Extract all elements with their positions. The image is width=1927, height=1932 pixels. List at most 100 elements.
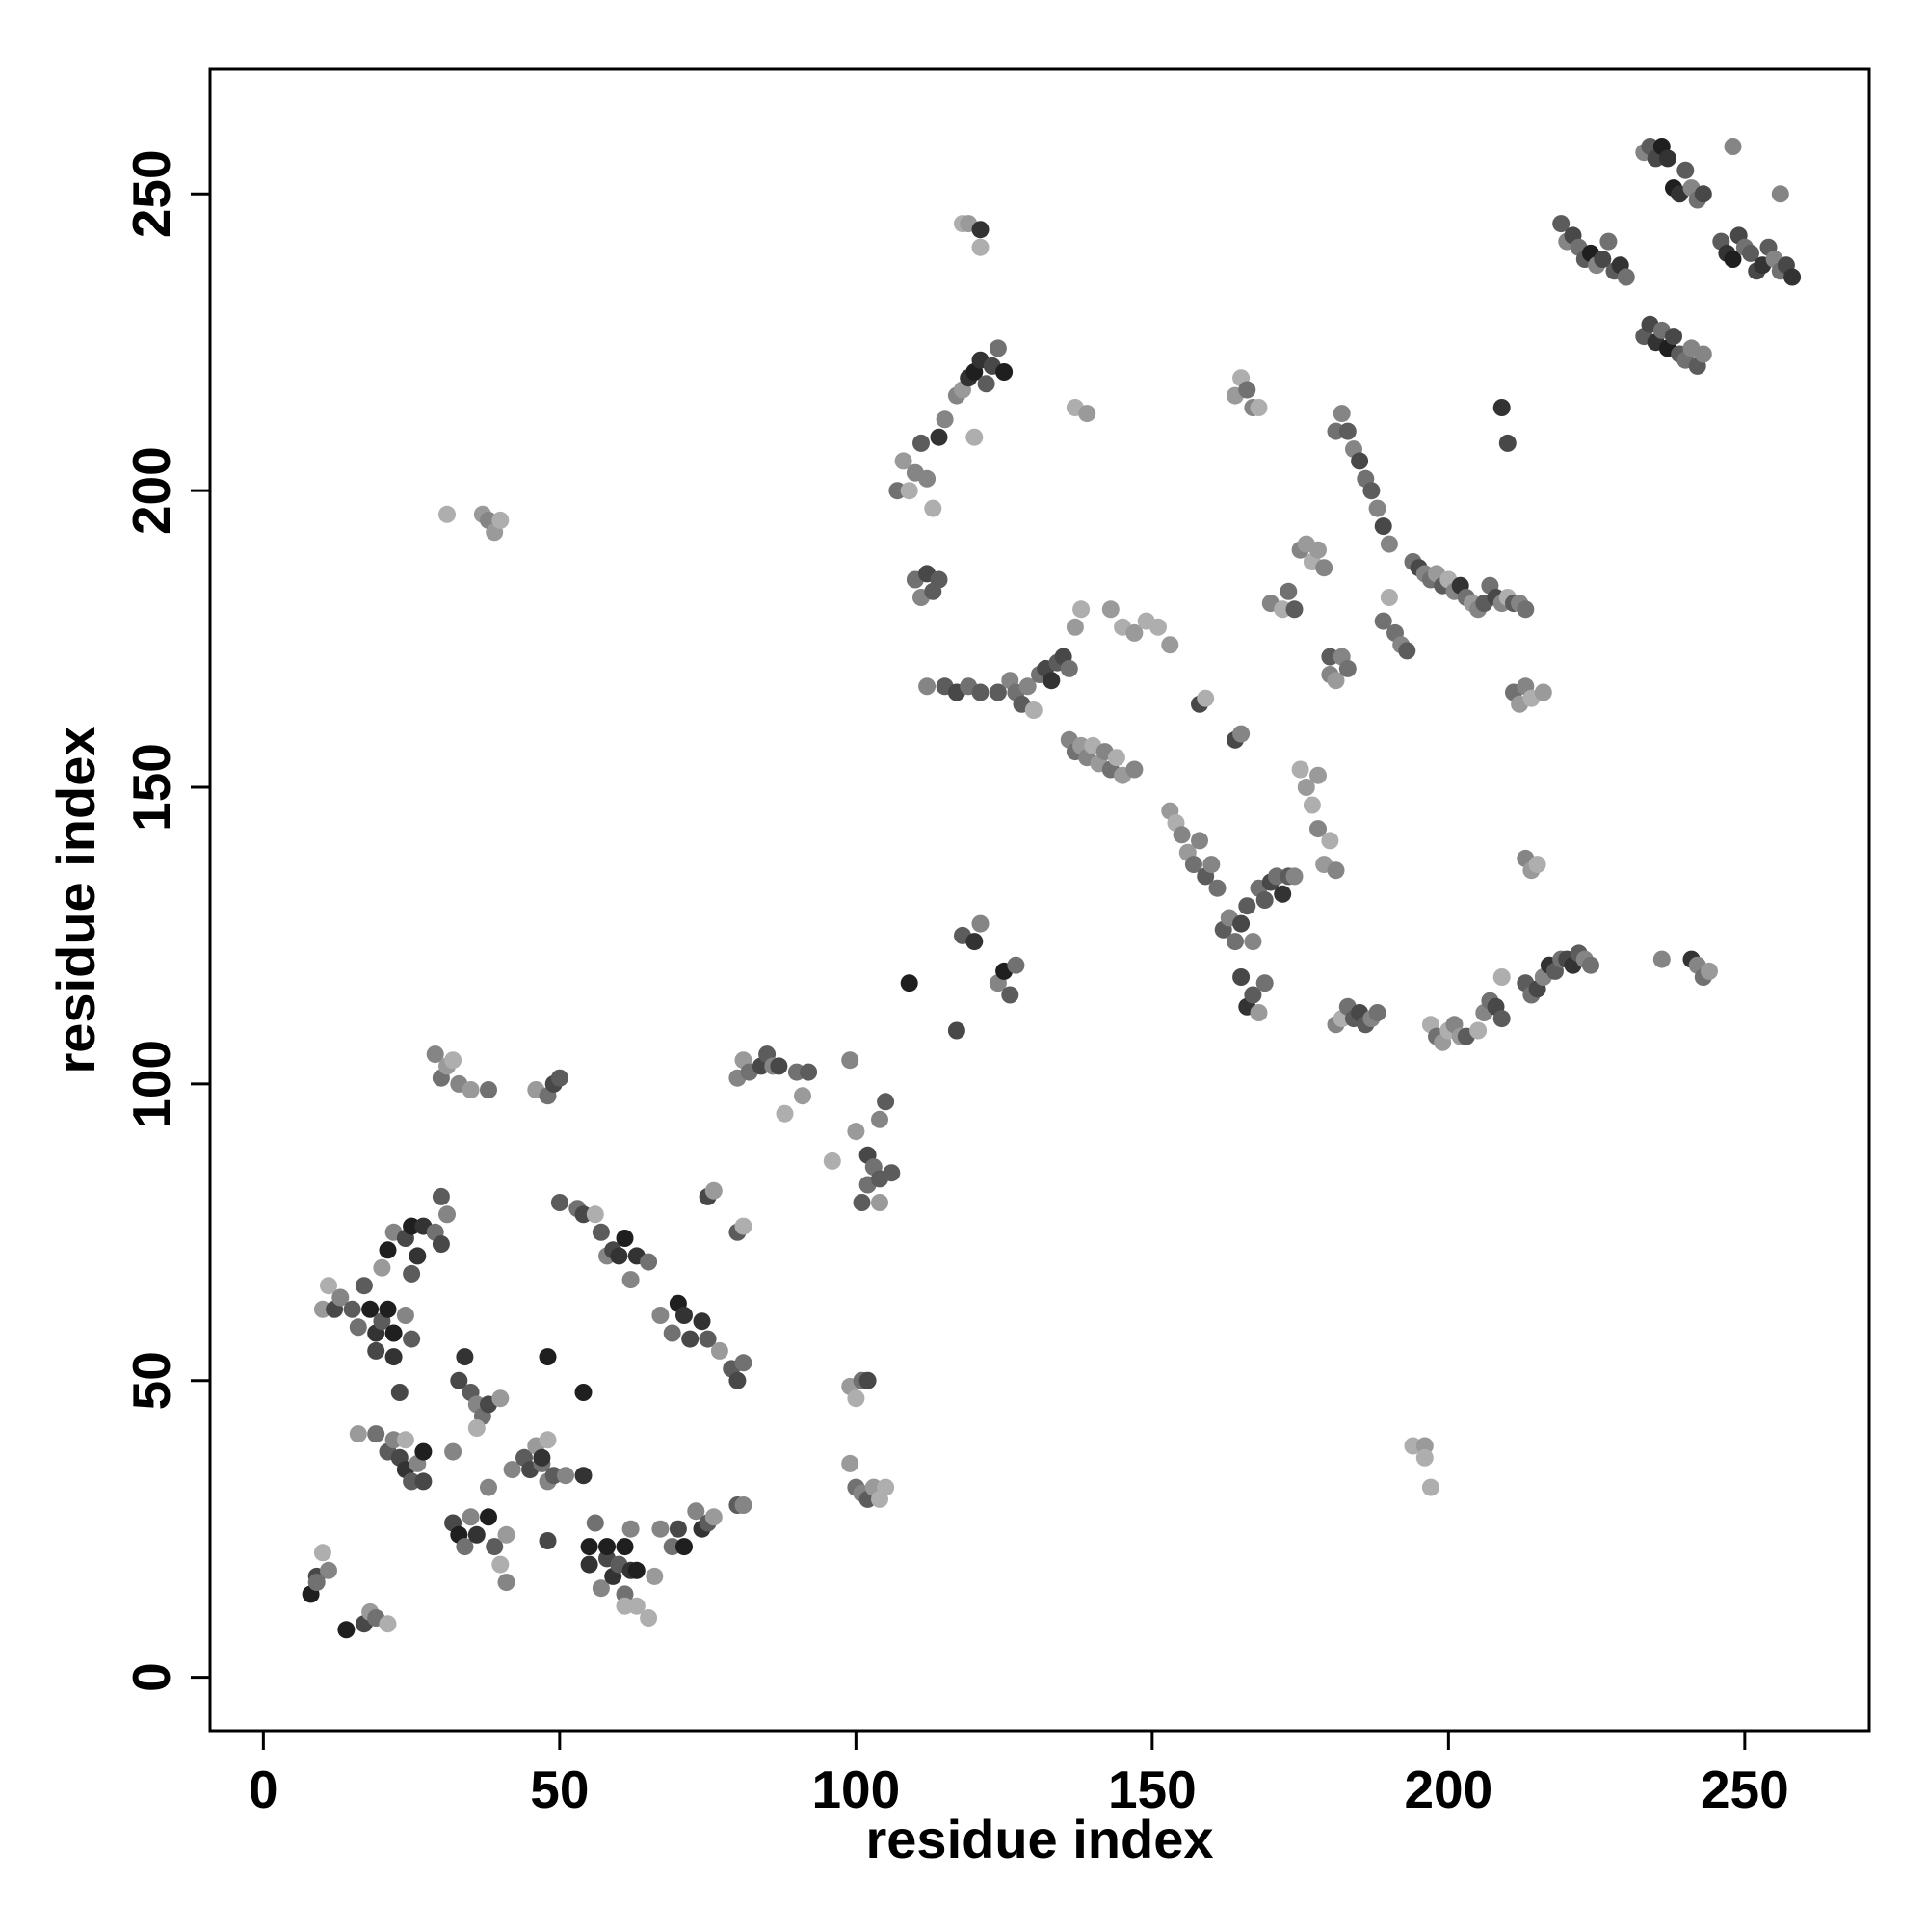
data-point (734, 1217, 752, 1235)
data-point (965, 933, 984, 951)
data-point (438, 505, 456, 523)
data-point (1582, 956, 1599, 974)
x-tick-label: 150 (1108, 1760, 1197, 1819)
data-point (497, 1574, 515, 1592)
data-point (847, 1123, 865, 1141)
data-point (918, 469, 937, 488)
data-point (800, 1063, 818, 1081)
data-point (1528, 856, 1546, 874)
data-point (539, 1532, 557, 1549)
data-point (1238, 381, 1256, 399)
y-axis: 0 50 100 150 200 250 (121, 149, 210, 1692)
data-point (444, 1442, 462, 1461)
y-axis-title: residue index (45, 726, 106, 1073)
data-point (462, 1508, 480, 1526)
x-axis: 0 50 100 150 200 250 (249, 1731, 1789, 1819)
data-point (426, 1045, 444, 1064)
data-point (1368, 1004, 1386, 1021)
data-point (373, 1258, 391, 1277)
data-point (1694, 185, 1712, 203)
data-point (1291, 760, 1309, 779)
data-point (1742, 244, 1759, 262)
y-tick-label: 100 (121, 1040, 181, 1128)
data-point (930, 570, 948, 589)
data-point (1024, 701, 1043, 719)
data-point (1066, 618, 1084, 636)
data-point (1244, 933, 1262, 951)
y-tick-label: 200 (121, 446, 181, 535)
data-point (349, 1318, 367, 1337)
data-point (480, 1508, 497, 1526)
x-tick-label: 250 (1701, 1760, 1789, 1819)
data-point (704, 1181, 723, 1200)
data-point (776, 1104, 794, 1123)
x-tick-label: 0 (249, 1760, 278, 1819)
data-point (486, 1538, 504, 1556)
data-point (1001, 986, 1019, 1004)
data-point (1309, 820, 1327, 838)
data-point (823, 1151, 841, 1170)
data-point (390, 1384, 409, 1401)
data-point (989, 339, 1007, 357)
x-tick-label: 200 (1404, 1760, 1492, 1819)
data-point (900, 482, 918, 500)
data-point (1197, 689, 1215, 707)
data-point (1250, 399, 1268, 416)
data-point (574, 1205, 593, 1224)
data-point (432, 1235, 450, 1254)
x-tick-label: 50 (530, 1760, 589, 1819)
data-point (1517, 600, 1535, 619)
data-point (616, 1230, 634, 1247)
data-point (414, 1472, 433, 1491)
data-point (1232, 914, 1251, 933)
data-point (853, 1194, 871, 1211)
data-points (302, 138, 1802, 1639)
data-point (349, 1425, 367, 1443)
data-point (539, 1431, 557, 1449)
data-point (610, 1247, 628, 1265)
data-point (1125, 623, 1144, 642)
data-point (965, 428, 984, 446)
data-point (503, 1461, 521, 1479)
data-point (1404, 1437, 1422, 1455)
plot-frame (208, 67, 1871, 1733)
data-point (1676, 161, 1695, 179)
data-point (1327, 422, 1345, 440)
data-point (396, 1431, 414, 1449)
data-point (313, 1544, 331, 1562)
data-point (640, 1609, 658, 1627)
data-point (1007, 956, 1025, 974)
data-point (355, 1277, 373, 1295)
data-point (734, 1354, 752, 1372)
data-point (646, 1567, 664, 1585)
data-point (580, 1538, 598, 1556)
y-tick-label: 250 (121, 149, 181, 238)
data-point (1078, 405, 1096, 423)
data-point (1297, 779, 1315, 796)
data-point (367, 1425, 385, 1443)
data-point (414, 1442, 433, 1461)
data-point (337, 1621, 356, 1639)
data-point (1701, 962, 1718, 980)
data-point (894, 452, 912, 470)
data-point (627, 1597, 646, 1615)
data-point (550, 1069, 568, 1087)
data-point (403, 1330, 421, 1348)
x-axis-title: residue index (865, 1809, 1213, 1869)
data-point (871, 1110, 888, 1128)
data-point (651, 1307, 670, 1324)
data-point (1415, 1437, 1434, 1455)
x-tick-label: 100 (811, 1760, 900, 1819)
data-point (675, 1307, 693, 1324)
data-point (456, 1348, 474, 1366)
data-point (770, 1057, 788, 1075)
data-point (1244, 986, 1262, 1004)
data-point (912, 434, 930, 452)
data-point (947, 1021, 965, 1040)
data-point (574, 1467, 593, 1485)
data-point (1107, 749, 1125, 767)
data-point (480, 1478, 497, 1496)
data-point (1208, 879, 1227, 897)
data-point (1594, 251, 1612, 268)
